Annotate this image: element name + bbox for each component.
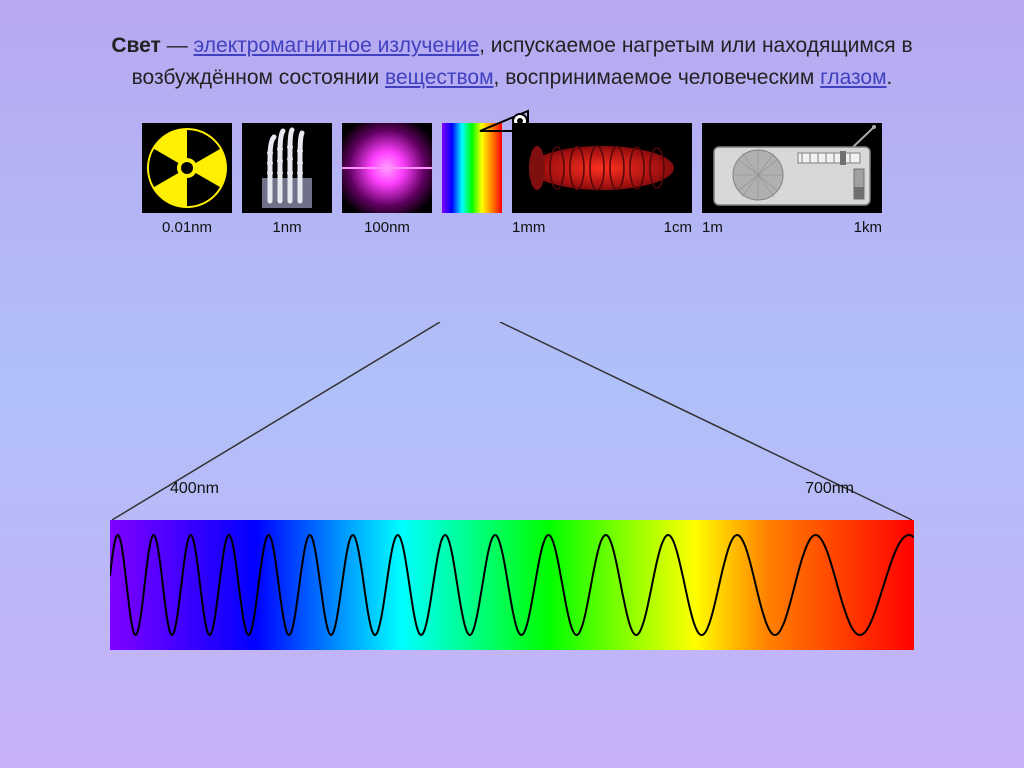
ir-label-left: 1mm	[512, 219, 545, 236]
visible-tile	[442, 123, 502, 236]
visible-spectrum-icon	[442, 123, 502, 213]
title-link-em[interactable]: электромагнитное излучение	[194, 34, 480, 57]
ir-label-right: 1cm	[664, 219, 692, 236]
visible-range-labels: 400nm 700nm	[0, 480, 1024, 498]
title-t8: .	[887, 66, 893, 89]
spectrum-row: 0.01nm 1nm	[0, 113, 1024, 236]
radiation-icon	[142, 123, 232, 213]
xray-icon	[242, 123, 332, 213]
title-link-eye[interactable]: глазом	[820, 66, 886, 89]
uv-label: 100nm	[364, 219, 410, 236]
title-t6: , воспринимаемое человеческим	[494, 66, 821, 89]
ir-icon	[512, 123, 692, 213]
uv-tile: 100nm	[342, 123, 432, 236]
wave-icon	[110, 520, 914, 650]
title-bold: Свет	[111, 34, 161, 57]
radio-label-right: 1km	[854, 219, 882, 236]
title-t2: —	[161, 34, 194, 57]
range-high-label: 700nm	[805, 480, 854, 498]
gamma-tile: 0.01nm	[142, 123, 232, 236]
range-low-label: 400nm	[170, 480, 219, 498]
visible-label-empty	[470, 219, 474, 236]
gamma-label: 0.01nm	[162, 219, 212, 236]
xray-label: 1nm	[272, 219, 301, 236]
radio-tile: 1m 1km	[702, 123, 882, 236]
ir-tile: 1mm 1cm	[512, 123, 692, 236]
radio-label-left: 1m	[702, 219, 723, 236]
radio-icon	[702, 123, 882, 213]
xray-tile: 1nm	[242, 123, 332, 236]
visible-spectrum-band	[110, 520, 914, 650]
uv-icon	[342, 123, 432, 213]
page-title: Свет — электромагнитное излучение, испус…	[0, 0, 1024, 113]
title-link-subst[interactable]: веществом	[385, 66, 493, 89]
